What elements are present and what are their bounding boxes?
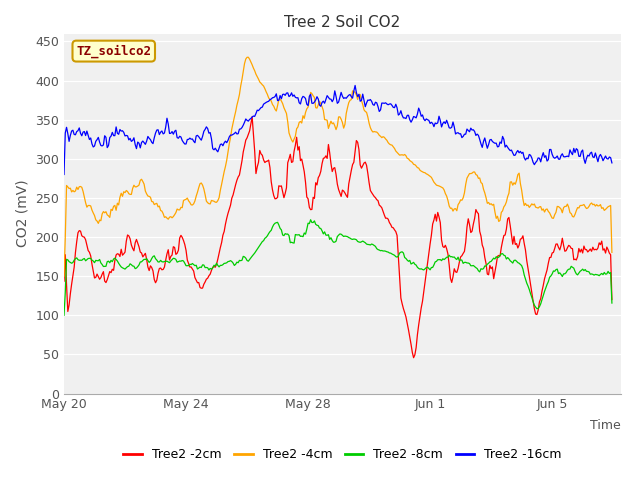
Y-axis label: CO2 (mV): CO2 (mV): [16, 180, 29, 247]
Text: Time: Time: [590, 419, 621, 432]
Title: Tree 2 Soil CO2: Tree 2 Soil CO2: [284, 15, 401, 30]
Legend: Tree2 -2cm, Tree2 -4cm, Tree2 -8cm, Tree2 -16cm: Tree2 -2cm, Tree2 -4cm, Tree2 -8cm, Tree…: [118, 443, 567, 466]
Text: TZ_soilco2: TZ_soilco2: [76, 44, 151, 58]
